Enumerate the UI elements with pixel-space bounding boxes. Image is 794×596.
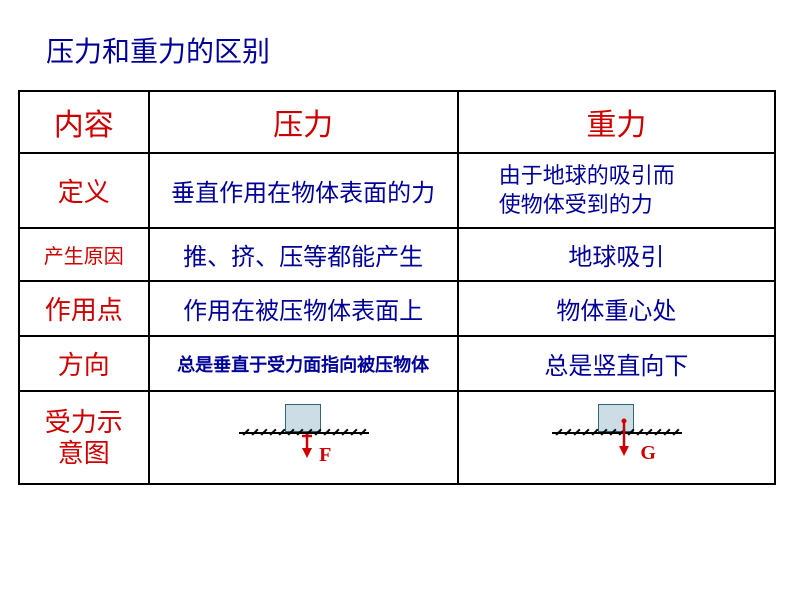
gravity-diagram: G (546, 400, 686, 470)
comparison-table: 内容 压力 重力 定义 垂直作用在物体表面的力 由于地球的吸引而 使物体受到的力… (18, 90, 776, 485)
pressure-cause: 推、挤、压等都能产生 (149, 228, 458, 281)
force-label-f: F (319, 444, 331, 467)
row-direction: 方向 总是垂直于受力面指向被压物体 总是竖直向下 (19, 336, 775, 391)
pressure-diagram-cell: F (149, 391, 458, 484)
page-title: 压力和重力的区别 (46, 30, 270, 70)
arrow-g-icon (616, 418, 632, 458)
arrow-f-icon (299, 434, 315, 462)
row-cause: 产生原因 推、挤、压等都能产生 地球吸引 (19, 228, 775, 281)
label-direction: 方向 (19, 336, 149, 391)
gravity-definition: 由于地球的吸引而 使物体受到的力 (458, 153, 775, 228)
row-diagram: 受力示 意图 F (19, 391, 775, 484)
row-definition: 定义 垂直作用在物体表面的力 由于地球的吸引而 使物体受到的力 (19, 153, 775, 228)
gravity-cause: 地球吸引 (458, 228, 775, 281)
header-col3: 重力 (458, 91, 775, 153)
gravity-point: 物体重心处 (458, 281, 775, 336)
pressure-point: 作用在被压物体表面上 (149, 281, 458, 336)
box-icon (285, 404, 321, 432)
force-label-g: G (640, 442, 656, 465)
gravity-direction: 总是竖直向下 (458, 336, 775, 391)
label-point: 作用点 (19, 281, 149, 336)
pressure-definition: 垂直作用在物体表面的力 (149, 153, 458, 228)
label-cause: 产生原因 (19, 228, 149, 281)
header-col2: 压力 (149, 91, 458, 153)
label-diagram: 受力示 意图 (19, 391, 149, 484)
pressure-diagram: F (233, 400, 373, 470)
header-row: 内容 压力 重力 (19, 91, 775, 153)
label-definition: 定义 (19, 153, 149, 228)
row-point: 作用点 作用在被压物体表面上 物体重心处 (19, 281, 775, 336)
pressure-direction: 总是垂直于受力面指向被压物体 (149, 336, 458, 391)
gravity-diagram-cell: G (458, 391, 775, 484)
header-col1: 内容 (19, 91, 149, 153)
